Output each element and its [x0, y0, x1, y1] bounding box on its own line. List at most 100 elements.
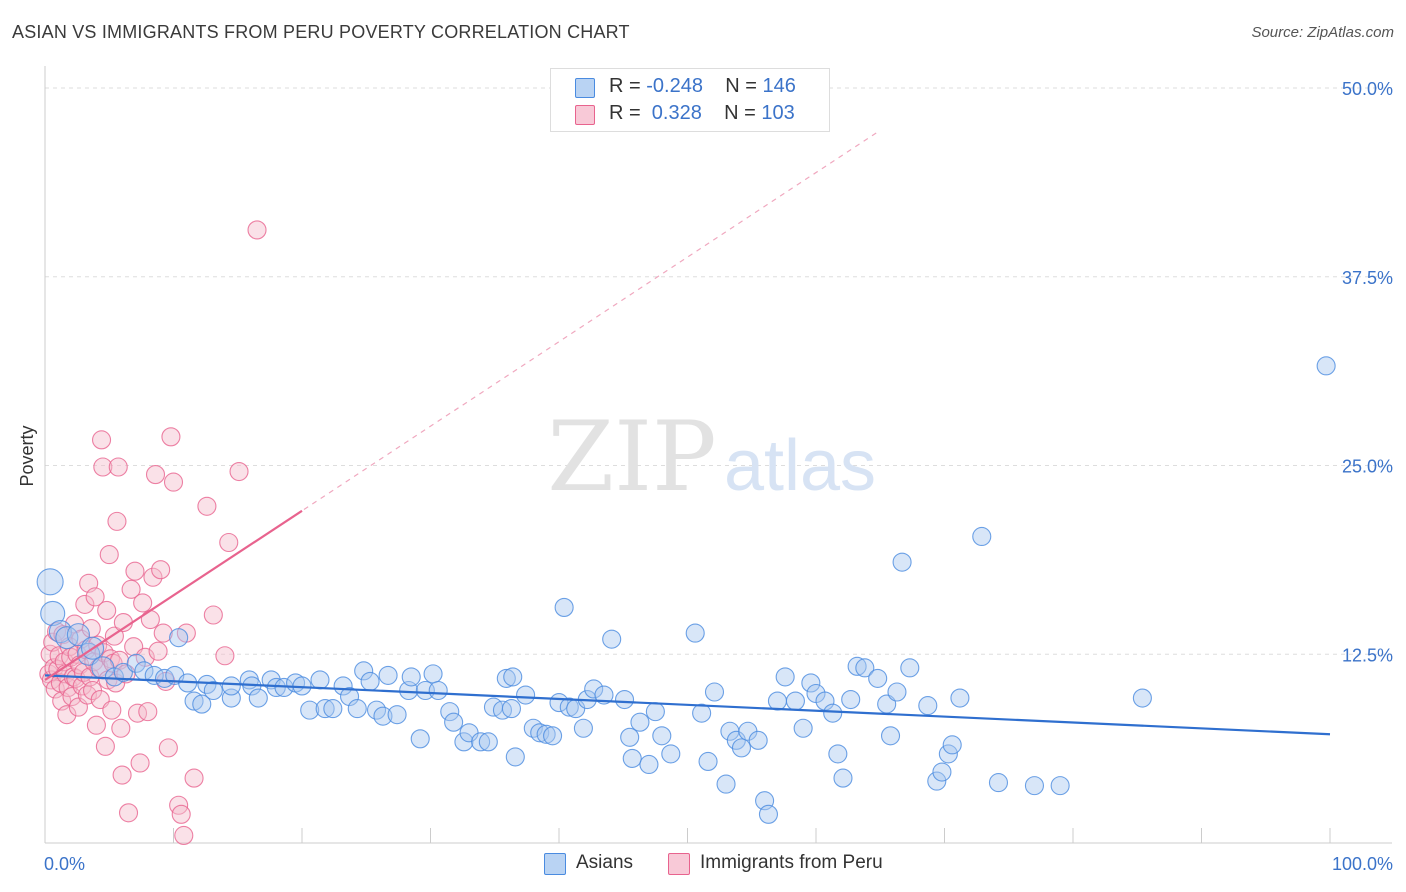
asians-swatch	[575, 78, 595, 98]
x-tick-label: 100.0%	[1332, 854, 1393, 874]
asian-point	[423, 664, 443, 684]
asian-point	[104, 667, 124, 687]
asian-point	[373, 706, 393, 726]
peru-point	[121, 579, 141, 599]
asian-point	[704, 682, 725, 702]
asian-point	[833, 768, 853, 788]
peru-point	[95, 736, 115, 756]
peru-point	[197, 496, 217, 516]
asian-point	[698, 751, 718, 772]
peru-point	[219, 532, 239, 553]
asian-point	[339, 686, 360, 707]
asian-point	[1316, 356, 1336, 376]
asian-point	[661, 744, 681, 764]
asian-point	[785, 691, 805, 711]
peru-point	[127, 703, 148, 723]
peru-swatch-bottom	[668, 853, 690, 875]
peru-point	[86, 715, 106, 735]
bottom-legend-peru-label: Immigrants from Peru	[700, 852, 883, 873]
asian-point	[932, 762, 952, 782]
y-axis-label: Poverty	[17, 425, 37, 486]
asian-point	[48, 620, 72, 644]
chart-source: Source: ZipAtlas.com	[1251, 24, 1394, 41]
asian-point	[248, 688, 268, 708]
y-tick-label: 50.0%	[1342, 79, 1393, 99]
peru-point	[163, 472, 184, 492]
peru-point	[85, 587, 105, 607]
asian-point	[428, 680, 448, 701]
asian-point	[887, 682, 907, 702]
asians-trendline	[44, 674, 1331, 736]
chart-title: ASIAN VS IMMIGRANTS FROM PERU POVERTY CO…	[12, 22, 630, 42]
asians-swatch-bottom	[544, 853, 566, 875]
asian-point	[868, 668, 888, 688]
y-tick-label: 37.5%	[1342, 268, 1393, 288]
asian-point	[841, 689, 861, 710]
asian-point	[516, 685, 536, 705]
asian-point	[471, 732, 491, 752]
asian-point	[169, 628, 189, 648]
y-tick-label: 12.5%	[1342, 645, 1393, 665]
peru-point	[215, 646, 235, 666]
asian-point	[221, 676, 241, 696]
peru-trendline	[44, 509, 303, 681]
asian-point	[478, 732, 498, 752]
asian-point	[639, 754, 659, 775]
asian-point	[950, 688, 970, 708]
y-tick-label: 25.0%	[1342, 457, 1393, 477]
peru-point	[112, 765, 132, 785]
asian-point	[503, 667, 523, 687]
asian-point	[354, 661, 374, 681]
peru-point	[133, 593, 153, 613]
asian-point	[692, 703, 712, 723]
peru-point	[153, 623, 173, 643]
asian-point	[927, 771, 947, 791]
asian-point	[775, 667, 795, 687]
peru-point	[143, 567, 163, 587]
asian-point	[748, 730, 768, 750]
asian-point	[387, 705, 407, 725]
peru-point	[75, 594, 95, 614]
asian-point	[410, 729, 430, 749]
peru-point	[151, 560, 171, 580]
asian-point	[55, 626, 79, 650]
asian-point	[347, 699, 367, 719]
peru-point	[247, 220, 267, 240]
asian-point	[828, 744, 848, 764]
peru-point	[93, 457, 113, 477]
peru-point	[102, 700, 122, 720]
asian-point	[543, 726, 563, 746]
asian-point	[1132, 688, 1152, 708]
peru-point	[97, 600, 117, 621]
asian-point	[942, 735, 962, 755]
asian-point	[793, 718, 813, 738]
asian-point	[801, 673, 821, 693]
peru-point	[174, 825, 194, 846]
peru-point	[99, 545, 119, 565]
asian-point	[602, 629, 622, 649]
asian-point	[573, 718, 593, 738]
asian-point	[496, 668, 516, 688]
peru-point	[125, 561, 145, 581]
trendlines	[44, 129, 1331, 736]
series-peru	[39, 220, 267, 846]
series-asians	[36, 356, 1336, 824]
asian-point	[554, 597, 574, 617]
axes	[44, 66, 1392, 844]
asian-point	[918, 696, 938, 716]
asian-point	[454, 732, 474, 752]
asian-point	[584, 679, 604, 699]
peru-point	[108, 457, 128, 477]
peru-point	[229, 461, 249, 482]
peru-point	[158, 738, 178, 758]
asian-point	[333, 676, 353, 696]
peru-point	[111, 718, 131, 738]
gridlines	[45, 87, 1392, 655]
asian-point	[988, 773, 1009, 793]
asian-point	[1024, 776, 1044, 796]
asian-point	[892, 552, 912, 572]
bottom-legend-asians-label: Asians	[576, 852, 634, 873]
asian-point	[1050, 776, 1070, 796]
asian-point	[315, 699, 335, 719]
